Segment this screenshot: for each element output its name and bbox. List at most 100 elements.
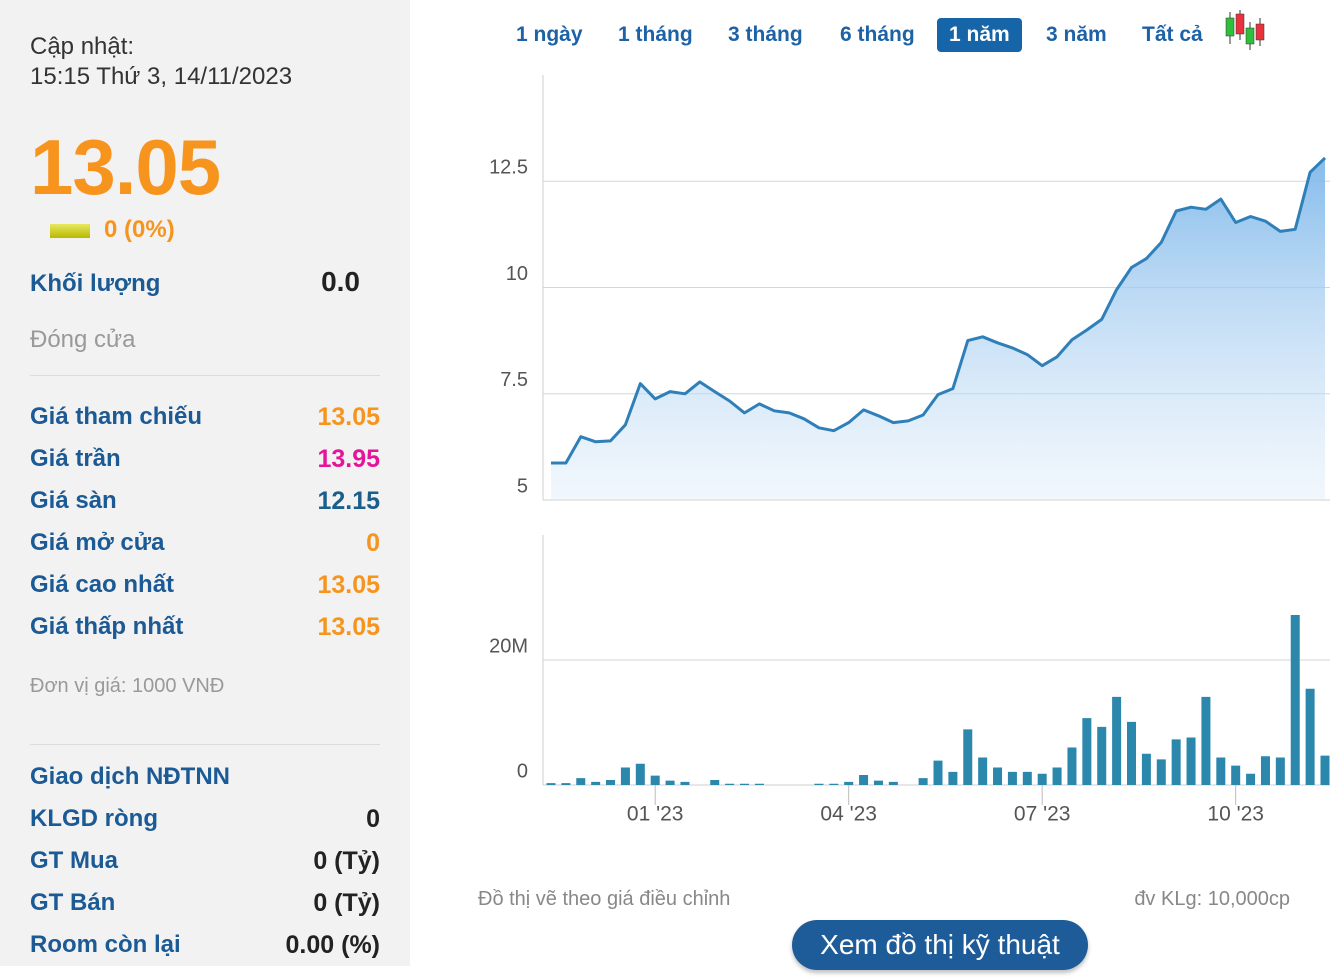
volume-bar: [814, 783, 824, 785]
x-tick-label: 10 '23: [1207, 803, 1264, 826]
row-label: Giá tham chiếu: [30, 403, 203, 430]
foreign-title: Giao dịch NĐTNN: [30, 763, 231, 790]
volume-bar: [591, 781, 601, 785]
y-tick-label: 5: [517, 475, 528, 497]
status: Đóng cửa: [30, 326, 136, 353]
volume-bar: [1141, 753, 1151, 785]
price: 13.05: [30, 123, 221, 211]
volume-bar: [1112, 696, 1122, 785]
volume-bar: [1246, 773, 1256, 785]
volume-bar: [1127, 721, 1136, 785]
row-label: Giá trần: [30, 445, 121, 472]
volume-bar: [650, 775, 660, 785]
volume-bar: [561, 783, 571, 785]
y-tick-label: 12.5: [489, 157, 528, 179]
volume-bar: [1290, 615, 1300, 785]
volume-bar: [933, 760, 943, 785]
range-tab[interactable]: 3 tháng: [728, 23, 803, 46]
candle-icon: [1225, 10, 1265, 50]
volume-bar: [888, 781, 898, 785]
range-tab[interactable]: 1 ngày: [516, 23, 583, 46]
volume-bar: [1082, 718, 1092, 785]
row-value: 0 (Tỷ): [313, 889, 380, 917]
volume-bar: [1022, 771, 1032, 785]
volume-bar: [963, 729, 973, 785]
range-tab[interactable]: 3 năm: [1046, 23, 1107, 46]
row-value: 13.05: [317, 613, 380, 641]
price-area: [551, 157, 1325, 500]
volume-bar: [873, 780, 883, 785]
update-time: 15:15 Thứ 3, 14/11/2023: [30, 63, 293, 90]
row-value: 0: [366, 529, 380, 557]
volume-bar: [978, 757, 988, 785]
unit-note: đv KLg: 10,000cp: [1134, 888, 1290, 910]
volume-label: Khối lượng: [30, 270, 161, 297]
update-label: Cập nhật:: [30, 33, 135, 60]
row-label: KLGD ròng: [30, 805, 158, 832]
separator: [30, 375, 380, 376]
row-value: 0: [366, 805, 380, 833]
volume-bar: [1260, 756, 1270, 785]
row-value: 13.05: [317, 571, 380, 599]
volume-bar: [1171, 739, 1181, 785]
volume-bar: [1275, 757, 1285, 785]
row-label: Room còn lại: [30, 931, 181, 958]
volume-bar: [665, 780, 675, 785]
volume-bar: [546, 783, 556, 785]
volume-bar: [1186, 737, 1196, 785]
volume-bar: [1052, 767, 1062, 785]
volume-bar: [1037, 773, 1047, 785]
row-label: GT Mua: [30, 847, 118, 874]
volume-bar: [859, 775, 869, 785]
row-label: Giá cao nhất: [30, 571, 175, 598]
volume-bar: [1201, 696, 1211, 785]
volume-bar: [993, 767, 1003, 785]
range-tab[interactable]: 6 tháng: [840, 23, 915, 46]
volume-bar: [620, 767, 630, 785]
x-tick-label: 07 '23: [1014, 803, 1071, 826]
change-flag: [50, 224, 90, 238]
volume-bar: [844, 781, 854, 785]
separator: [30, 744, 380, 745]
unit-note: Đơn vị giá: 1000 VNĐ: [30, 675, 225, 697]
y-tick-label: 10: [506, 263, 528, 285]
volume-bar: [754, 783, 764, 785]
range-tab[interactable]: 1 tháng: [618, 23, 693, 46]
row-value: 12.15: [317, 487, 380, 515]
row-value: 13.95: [317, 445, 380, 473]
footer-note: Đồ thị vẽ theo giá điều chỉnh: [478, 888, 731, 910]
volume-bar: [918, 778, 928, 785]
row-value: 13.05: [317, 403, 380, 431]
volume-bar: [725, 783, 735, 785]
row-value: 0 (Tỷ): [313, 847, 380, 875]
volume-bar: [710, 780, 720, 785]
volume-bar: [1007, 771, 1017, 785]
price-line: [551, 156, 1327, 465]
change: 0 (0%): [104, 216, 175, 243]
volume-bar: [1097, 726, 1107, 785]
volume-bar: [740, 783, 749, 785]
volume-bar: [1156, 759, 1166, 785]
row-label: Giá mở cửa: [30, 529, 165, 556]
range-tab[interactable]: 1 năm: [937, 18, 1022, 52]
row-label: GT Bán: [30, 889, 116, 916]
volume-bar: [576, 778, 586, 785]
volume-bar: [680, 781, 690, 785]
range-tab[interactable]: Tất cả: [1142, 23, 1203, 46]
volume-bar: [948, 771, 958, 785]
volume-bar: [1320, 755, 1330, 785]
info-panel: Cập nhật: 15:15 Thứ 3, 14/11/2023 13.05 …: [0, 0, 410, 966]
volume-bar: [1216, 757, 1226, 785]
technical-chart-button[interactable]: Xem đồ thị kỹ thuật: [792, 920, 1088, 970]
volume-bar: [1305, 688, 1315, 785]
x-tick-label: 04 '23: [820, 803, 877, 826]
volume-bar: [635, 763, 645, 785]
y-tick-label: 7.5: [500, 369, 528, 391]
x-tick-label: 01 '23: [627, 803, 684, 826]
row-label: Giá sàn: [30, 487, 117, 514]
volume: 0.0: [321, 266, 360, 297]
